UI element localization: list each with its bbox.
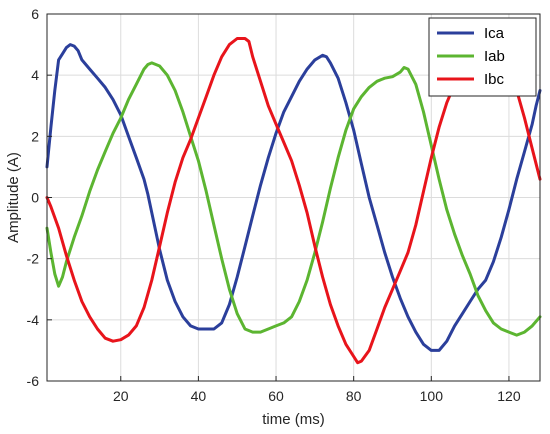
y-tick-label: -2	[27, 251, 40, 267]
ticks: 20 40 60 80 100 120 -6 -4 -2 0 2 4 6	[27, 6, 521, 404]
legend-items: Ica Iab Ibc	[437, 25, 505, 88]
x-tick-label: 60	[268, 388, 284, 404]
y-tick-label: 0	[31, 190, 39, 206]
y-tick-label: 4	[31, 67, 39, 83]
x-tick-label: 20	[113, 388, 129, 404]
series-line-iab	[45, 61, 542, 337]
x-tick-label: 40	[191, 388, 207, 404]
y-tick-label: -6	[27, 373, 40, 389]
x-axis-label: time (ms)	[262, 411, 325, 428]
legend-label-iab: Iab	[484, 48, 505, 65]
x-tick-label: 80	[346, 388, 362, 404]
legend-label-ibc: Ibc	[484, 71, 505, 88]
y-tick-label: 6	[31, 6, 39, 22]
x-tick-label: 120	[497, 388, 521, 404]
series-line-ica	[45, 43, 542, 352]
x-tick-label: 100	[420, 388, 444, 404]
legend: Ica Iab Ibc	[428, 17, 537, 97]
y-tick-label: 2	[31, 128, 39, 144]
y-axis-label: Amplitude (A)	[5, 152, 22, 243]
legend-label-ica: Ica	[484, 25, 505, 42]
y-tick-label: -4	[27, 312, 40, 328]
